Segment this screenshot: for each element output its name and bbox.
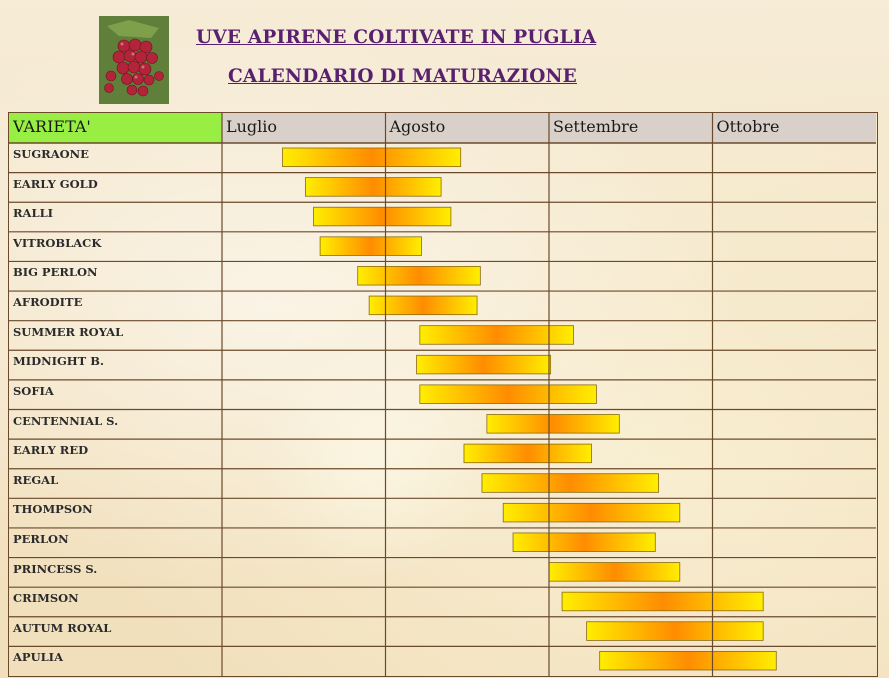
variety-label: SUGRAONE [13,147,89,161]
month-header: Ottobre [716,117,780,136]
maturation-bar [313,206,452,227]
maturation-bar [502,502,681,523]
variety-label: RALLI [13,206,54,221]
variety-label: SOFIA [13,383,54,398]
maturation-bar [419,384,597,404]
maturation-bar [486,414,620,434]
month-header: Agosto [389,117,446,136]
variety-label: BIG PERLON [13,265,98,280]
page-subtitle: CALENDARIO DI MATURAZIONE [228,66,577,87]
variety-header-bg [9,113,222,143]
variety-column-header: VARIETA' [13,117,91,136]
variety-label: PRINCESS S. [13,561,98,576]
maturation-bar [586,621,764,641]
variety-label: PERLON [13,531,69,546]
maturation-bar [599,650,777,671]
variety-label: SUMMER ROYAL [13,324,124,339]
variety-label: APULIA [13,650,63,665]
maturation-bar [368,295,478,316]
month-header: Luglio [226,117,278,136]
maturation-calendar-chart: VARIETA' Luglio Agosto Settembre Ottobre SUGR… [8,112,878,677]
variety-label: VITROBLACK [13,235,102,250]
variety-label: AFRODITE [13,295,83,310]
maturation-bar [416,354,552,375]
maturation-bar [561,591,764,612]
maturation-bar [512,532,656,552]
month-header: Settembre [553,117,639,136]
chart-canvas [9,113,876,676]
maturation-bar [548,562,681,582]
variety-label: MIDNIGHT B. [13,354,104,369]
maturation-bar [304,177,442,197]
maturation-bar [481,473,659,493]
grape-logo-icon [99,16,169,104]
variety-label: CRIMSON [13,591,79,606]
variety-label: THOMPSON [13,502,93,517]
variety-label: REGAL [13,472,59,487]
maturation-bar [463,443,592,464]
maturation-bar [357,266,481,286]
variety-label: EARLY RED [13,443,89,458]
maturation-bar [319,236,422,256]
variety-label: EARLY GOLD [13,176,98,191]
page-title: UVE APIRENE COLTIVATE IN PUGLIA [196,27,597,48]
variety-label: CENTENNIAL S. [13,413,119,428]
grape-bunch-icon [99,16,169,104]
maturation-bar [419,325,574,345]
maturation-bar [282,147,462,168]
variety-label: AUTUM ROYAL [13,620,112,635]
